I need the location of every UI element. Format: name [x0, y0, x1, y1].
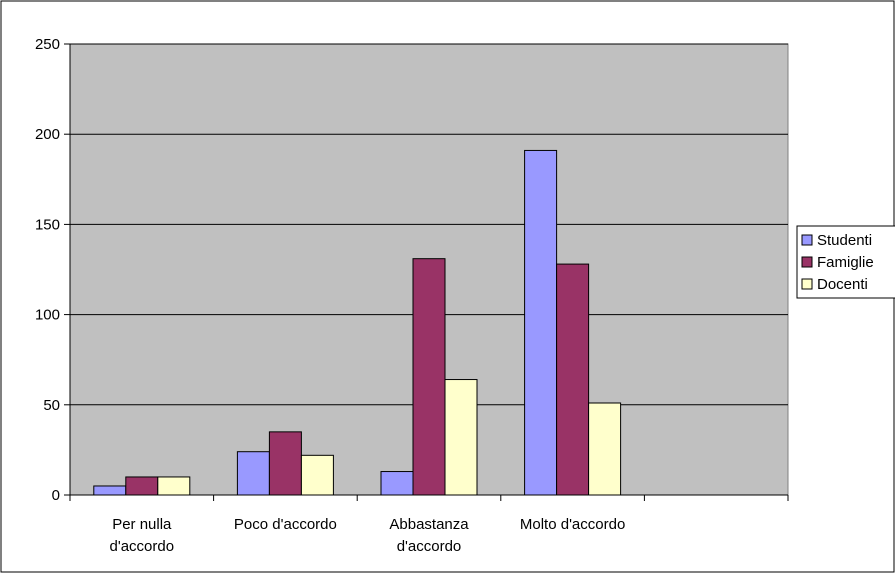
x-tick-label: Per nulla: [112, 516, 172, 533]
y-tick-label: 100: [35, 307, 60, 324]
bars: [93, 149, 622, 496]
bar-studenti: [524, 149, 558, 496]
bar-famiglie: [268, 431, 302, 496]
y-tick-label: 0: [52, 487, 60, 504]
bar-famiglie: [412, 258, 446, 496]
x-tick-label: Poco d'accordo: [234, 516, 337, 533]
legend-box: [796, 225, 895, 299]
bar-studenti: [93, 485, 127, 496]
x-tick-label: d'accordo: [110, 538, 175, 555]
y-tick-label: 250: [35, 36, 60, 53]
bar-famiglie: [556, 263, 590, 496]
bar-studenti: [236, 451, 270, 496]
bar-famiglie: [125, 476, 159, 496]
axes: [64, 43, 789, 501]
legend-label: Famiglie: [817, 254, 874, 271]
x-tick-labels: Per nulla d'accordo Poco d'accordo Abbastan…: [110, 516, 626, 555]
x-tick-label: d'accordo: [397, 538, 462, 555]
y-tick-label: 150: [35, 216, 60, 233]
legend-swatch: [801, 256, 813, 268]
x-tick-label: Molto d'accordo: [520, 516, 625, 533]
legend-label: Studenti: [817, 232, 872, 249]
x-tick-label: Abbastanza: [389, 516, 469, 533]
bar-docenti: [157, 476, 191, 496]
legend-swatch: [801, 234, 813, 246]
y-tick-label: 200: [35, 126, 60, 143]
y-tick-labels: 0 50 100 150 200 250: [35, 36, 60, 504]
bar-docenti: [444, 379, 478, 496]
bar-studenti: [380, 471, 414, 496]
legend: Studenti Famiglie Docenti: [796, 225, 895, 299]
bar-docenti: [588, 402, 622, 496]
legend-swatch: [801, 278, 813, 290]
legend-label: Docenti: [817, 276, 868, 293]
y-tick-label: 50: [43, 397, 60, 414]
bar-docenti: [300, 454, 334, 496]
